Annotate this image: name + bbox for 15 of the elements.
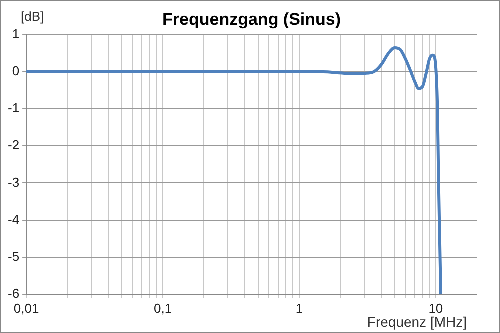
x-tick-label: 0,1: [154, 300, 172, 316]
x-tick-label: 0,01: [14, 300, 40, 316]
y-tick-label: -6: [8, 286, 20, 301]
y-tick-label: 1: [12, 26, 20, 42]
y-tick-label: -2: [8, 138, 20, 153]
y-tick-label: -5: [8, 248, 20, 264]
y-axis-title: [dB]: [21, 9, 44, 24]
x-tick-label: 1: [296, 300, 304, 316]
y-tick-label: -4: [8, 212, 20, 227]
y-tick-label: -1: [8, 100, 20, 116]
x-tick-label: 10: [428, 300, 444, 316]
x-axis-title: Frequenz [MHz]: [367, 314, 467, 330]
y-tick-label: -3: [8, 174, 20, 190]
chart-title: Frequenzgang (Sinus): [162, 10, 342, 29]
y-tick-label: 0: [12, 64, 20, 79]
